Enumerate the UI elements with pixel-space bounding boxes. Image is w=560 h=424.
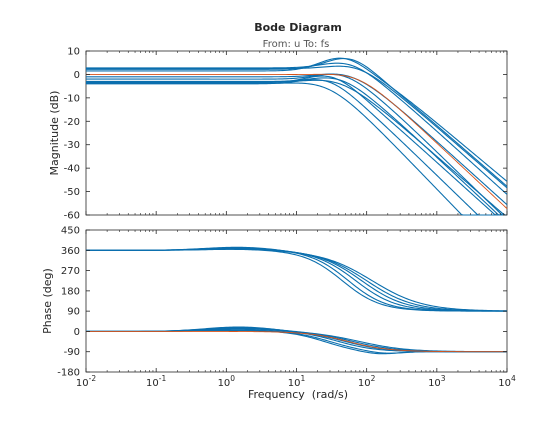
chart-title: Bode Diagram	[254, 21, 342, 34]
x-tick-label: 103	[428, 374, 446, 389]
phase-y-tick-label: 360	[61, 246, 80, 257]
magnitude-curve-4	[86, 57, 508, 182]
phase-y-tick-label: -180	[57, 368, 80, 379]
magnitude-y-tick-label: 0	[74, 70, 80, 81]
magnitude-curve-12	[86, 73, 508, 209]
phase-y-tick-label: 180	[61, 286, 80, 297]
x-tick-label: 100	[218, 374, 236, 389]
phase-panel: 450 360 270 180 90 0 -90 -180 Phase (deg)	[41, 226, 508, 379]
magnitude-y-tick-label: -40	[64, 164, 80, 175]
phase-y-tick-label: -90	[64, 347, 80, 358]
phase-y-tick-label: 0	[74, 327, 80, 338]
magnitude-curves	[86, 57, 508, 216]
phase-ylabel: Phase (deg)	[41, 268, 54, 334]
magnitude-curve-3	[86, 58, 508, 187]
chart-subtitle: From: u To: fs	[263, 39, 330, 50]
phase-y-tick-label: 90	[67, 307, 80, 318]
magnitude-y-tick-label: -20	[64, 117, 80, 128]
phase-ticks: 450 360 270 180 90 0 -90 -180	[57, 226, 507, 379]
x-axis-label: Frequency (rad/s)	[248, 388, 348, 401]
magnitude-y-tick-label: -50	[64, 187, 80, 198]
phase-y-tick-label: 270	[61, 266, 80, 277]
magnitude-curve-6	[86, 73, 507, 216]
magnitude-curve-1	[86, 62, 508, 195]
magnitude-y-tick-label: -30	[64, 140, 80, 151]
x-axis-ticks: 10-2 10-1 100 101 102 103 104	[76, 51, 516, 389]
magnitude-ticks: 10 0 -10 -20 -30 -40 -50 -60	[64, 47, 507, 222]
x-tick-label: 101	[288, 374, 306, 389]
x-tick-label: 104	[498, 374, 516, 389]
x-tick-label: 10-1	[146, 374, 166, 389]
magnitude-y-tick-label: -60	[64, 211, 80, 222]
magnitude-curve-11	[86, 79, 507, 216]
x-tick-label: 10-2	[76, 374, 96, 389]
magnitude-curve-5	[86, 73, 508, 206]
magnitude-ylabel: Magnitude (dB)	[48, 91, 61, 176]
phase-curve-6	[86, 248, 508, 312]
phase-curve-13	[86, 330, 507, 353]
magnitude-y-tick-label: 10	[67, 47, 80, 58]
x-tick-label: 102	[358, 374, 376, 389]
magnitude-panel: 10 0 -10 -20 -30 -40 -50 -60 Magnitude (dB)	[48, 47, 508, 222]
magnitude-curve-9	[86, 82, 507, 216]
phase-curves	[86, 246, 508, 355]
phase-y-tick-label: 450	[61, 226, 80, 237]
magnitude-y-tick-label: -10	[64, 93, 80, 104]
